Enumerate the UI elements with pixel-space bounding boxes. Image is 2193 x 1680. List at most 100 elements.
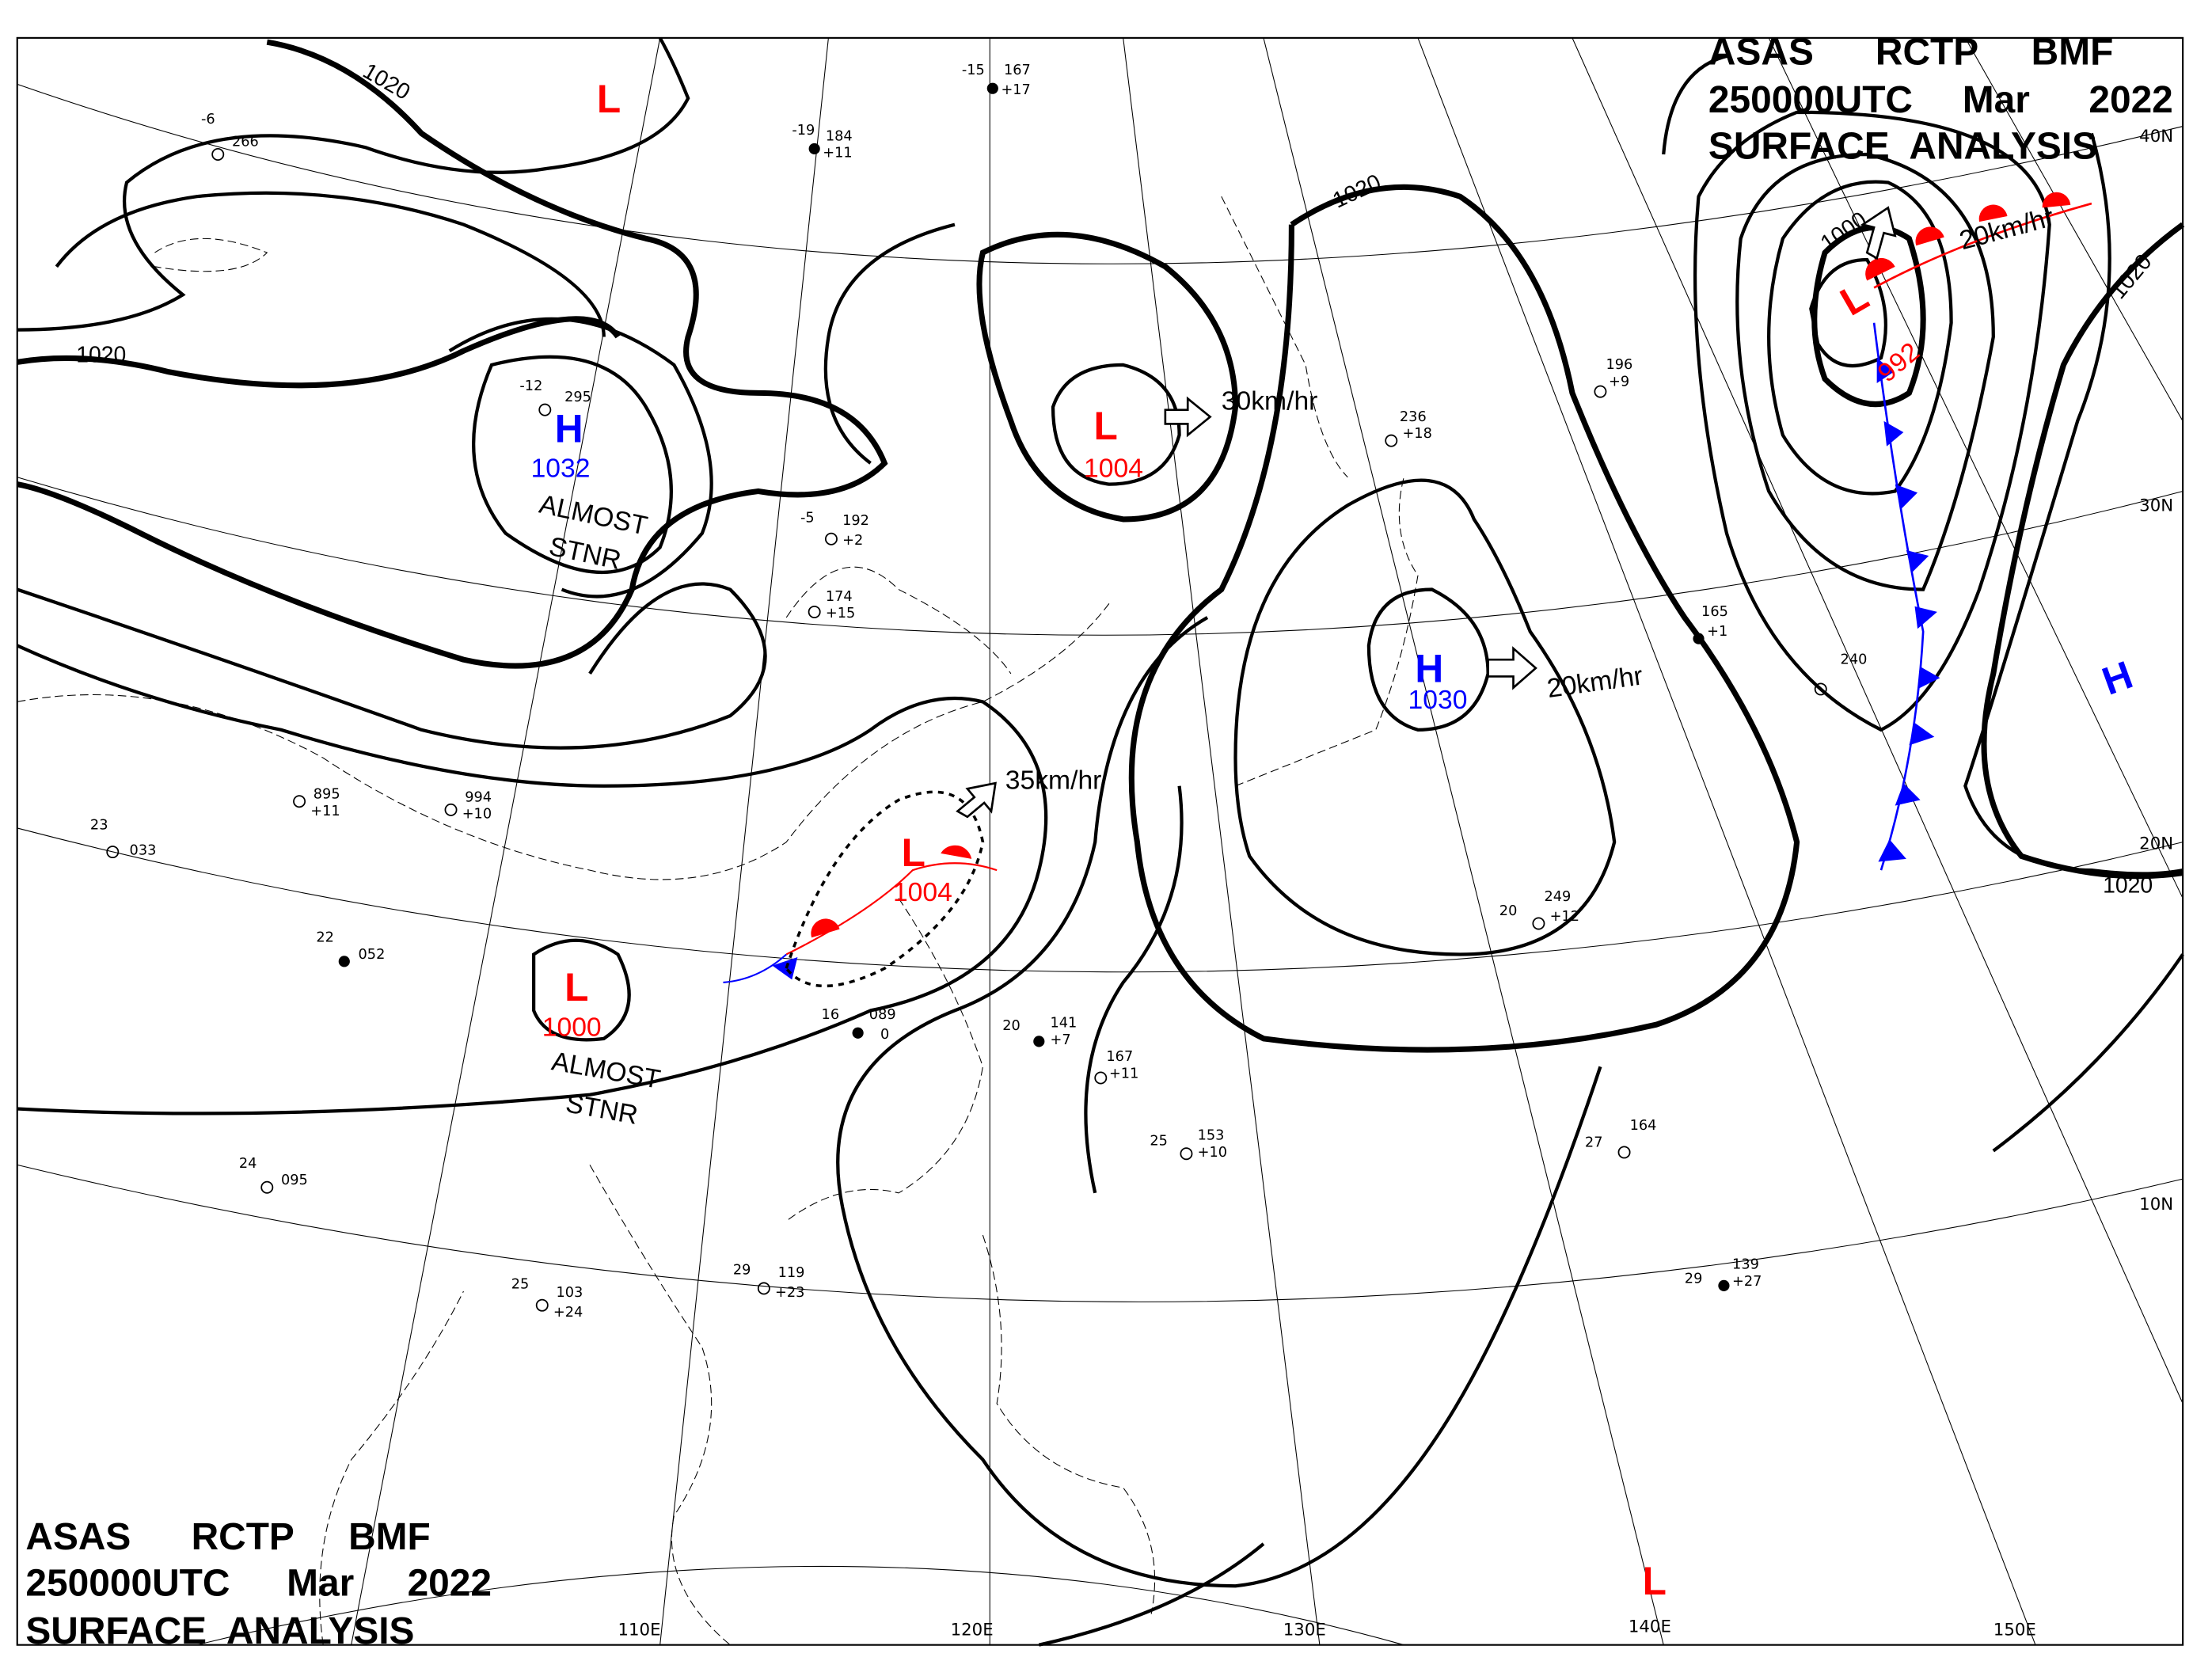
svg-text:23: 23	[90, 818, 108, 834]
svg-text:164: 164	[1630, 1118, 1657, 1134]
svg-text:+23: +23	[775, 1285, 804, 1301]
header-center: RCTP	[1876, 32, 1978, 74]
svg-text:089: 089	[869, 1007, 896, 1023]
header-year: 2022	[2088, 79, 2172, 121]
svg-text:167: 167	[1106, 1049, 1133, 1065]
movement-speed: 35km/hr	[1005, 766, 1102, 795]
svg-text:0: 0	[880, 1027, 889, 1043]
arrow-icon	[1860, 206, 1897, 260]
svg-text:167: 167	[1004, 63, 1031, 78]
station: 895+11	[293, 787, 340, 819]
svg-text:+2: +2	[842, 533, 863, 549]
latitude-labels: 40N 30N 20N 10N	[2139, 127, 2173, 1214]
svg-text:+7: +7	[1050, 1032, 1070, 1048]
svg-text:+12: +12	[1550, 909, 1579, 925]
svg-text:20N: 20N	[2139, 834, 2173, 854]
svg-text:033: 033	[130, 843, 157, 859]
header-title: SURFACE ANALYSIS	[25, 1610, 414, 1652]
svg-text:24: 24	[239, 1156, 257, 1172]
station: 236+18	[1385, 409, 1432, 447]
svg-text:25: 25	[1150, 1134, 1168, 1150]
movement-speed: 30km/hr	[1222, 387, 1318, 416]
warm-front	[1873, 202, 2092, 289]
svg-text:-15: -15	[962, 63, 985, 78]
svg-text:29: 29	[1685, 1271, 1703, 1287]
low-center: L	[1093, 404, 1117, 448]
station: 165+1	[1693, 604, 1728, 644]
station: -5 192 +2	[800, 510, 869, 548]
low-center-value: 1000	[542, 1013, 602, 1042]
svg-text:40N: 40N	[2139, 127, 2173, 146]
dotted-isobar	[785, 790, 985, 988]
svg-text:110E: 110E	[618, 1620, 660, 1640]
svg-text:141: 141	[1050, 1016, 1077, 1032]
header-time: 250000UTC	[1708, 79, 1913, 121]
svg-text:20: 20	[1002, 1018, 1020, 1034]
high-center: H	[1415, 647, 1443, 691]
longitude-labels: 110E 120E 130E 140E 150E	[618, 1617, 2035, 1640]
header-month: Mar	[287, 1563, 354, 1605]
fronts	[723, 192, 2092, 988]
svg-text:+24: +24	[553, 1305, 583, 1321]
station: 29 139+27	[1685, 1257, 1762, 1291]
station: -12 295	[519, 378, 591, 416]
svg-text:119: 119	[778, 1265, 805, 1281]
isobar-label: 1020	[2103, 872, 2153, 898]
svg-text:-5: -5	[800, 510, 815, 526]
station: 27 164	[1585, 1118, 1657, 1159]
header-month: Mar	[1963, 79, 2030, 121]
svg-text:20: 20	[1499, 903, 1518, 919]
svg-text:266: 266	[232, 134, 259, 150]
svg-text:295: 295	[564, 390, 591, 405]
svg-text:139: 139	[1732, 1257, 1759, 1273]
header-agency: ASAS	[1708, 32, 1814, 74]
svg-text:27: 27	[1585, 1135, 1603, 1150]
svg-text:895: 895	[314, 787, 340, 803]
station: 22 052	[316, 930, 385, 967]
svg-text:+1: +1	[1707, 624, 1727, 640]
svg-text:095: 095	[281, 1173, 308, 1188]
station: 240	[1814, 652, 1868, 696]
arrow-icon	[956, 781, 997, 819]
svg-text:29: 29	[733, 1263, 751, 1279]
svg-text:+11: +11	[1109, 1066, 1138, 1081]
low-center: L	[564, 965, 588, 1009]
svg-text:+10: +10	[462, 807, 492, 823]
svg-text:994: 994	[465, 789, 492, 805]
svg-text:+17: +17	[1001, 82, 1030, 98]
svg-text:192: 192	[842, 513, 869, 529]
svg-text:150E: 150E	[1993, 1620, 2036, 1640]
station: 25 153 +10	[1150, 1127, 1227, 1160]
header-code: BMF	[348, 1516, 431, 1558]
station: 29 119 +23	[733, 1263, 805, 1301]
svg-text:140E: 140E	[1629, 1617, 1671, 1637]
high-center-value: 1032	[531, 454, 591, 484]
map-frame	[16, 36, 2184, 1646]
svg-text:-6: -6	[201, 112, 215, 127]
header-time: 250000UTC	[25, 1563, 230, 1605]
svg-text:052: 052	[359, 947, 386, 963]
svg-text:103: 103	[556, 1285, 583, 1301]
svg-text:240: 240	[1841, 652, 1868, 668]
svg-text:184: 184	[826, 128, 853, 144]
svg-text:10N: 10N	[2139, 1195, 2173, 1214]
svg-text:22: 22	[316, 930, 334, 946]
svg-text:+9: +9	[1609, 374, 1629, 390]
svg-text:+11: +11	[823, 146, 852, 162]
header-agency: ASAS	[25, 1516, 131, 1558]
station: 994+10	[444, 789, 492, 823]
station: 16 089 0	[822, 1007, 896, 1043]
svg-text:130E: 130E	[1283, 1620, 1326, 1640]
low-center: L	[1643, 1559, 1667, 1603]
station: 167+11	[1094, 1049, 1138, 1085]
longitude-lines	[351, 37, 2183, 1645]
svg-text:236: 236	[1400, 409, 1427, 425]
header-center: RCTP	[192, 1516, 295, 1558]
station: 20 249 +12	[1499, 889, 1579, 930]
isobars	[16, 36, 2185, 1647]
svg-text:-19: -19	[792, 123, 815, 139]
station-plots: -15 167 +17 -19 184 +11 -6 266 -12 295 -5 192 +2…	[90, 63, 1867, 1321]
svg-text:196: 196	[1606, 357, 1633, 373]
low-center: L	[597, 77, 621, 121]
station: 24 095	[239, 1156, 308, 1194]
